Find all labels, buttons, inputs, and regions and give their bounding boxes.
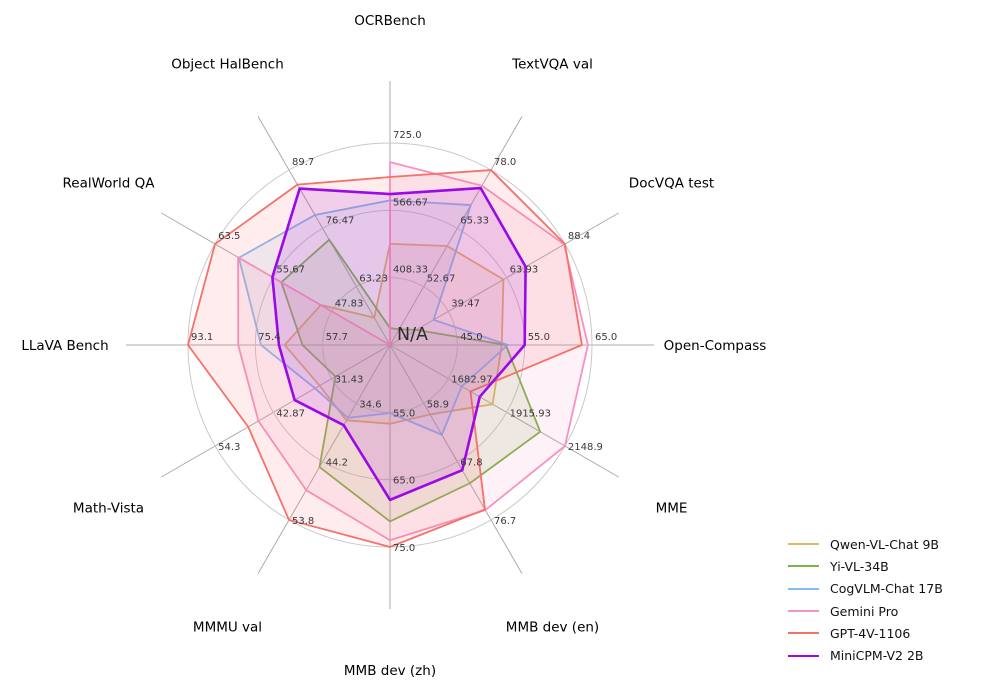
tick-label-mmb-dev-zh-1: 55.0 [393, 408, 415, 419]
tick-label-math-vista-2: 42.87 [276, 408, 305, 419]
axis-label-ocrbench: OCRBench [354, 13, 426, 29]
series-polygon-gpt-4v-1106 [187, 169, 583, 548]
legend-label-minicpm-v2-2b: MiniCPM-V2 2B [830, 648, 924, 664]
axis-label-realworld-qa: RealWorld QA [63, 176, 156, 192]
radar-spoke-math-vista [161, 344, 391, 478]
legend-label-cogvlm-chat-17b: CogVLM-Chat 17B [830, 581, 943, 597]
axis-label-llava-bench: LLaVA Bench [21, 338, 108, 354]
legend-swatch-cogvlm-chat-17b [788, 587, 819, 590]
tick-label-mmb-dev-en-1: 58.9 [427, 399, 449, 410]
legend-label-yi-vl-34b: Yi-VL-34B [830, 558, 889, 574]
tick-label-open-compass-1: 45.0 [460, 332, 482, 343]
legend-swatch-gemini-pro [788, 610, 819, 613]
legend-swatch-yi-vl-34b [788, 565, 819, 568]
axis-label-mme: MME [656, 501, 688, 517]
axis-label-math-vista: Math-Vista [73, 501, 144, 517]
tick-label-mme-1: 1682.97 [451, 375, 492, 386]
radar-spoke-mmb-dev-en [389, 344, 523, 574]
radar-spoke-docvqa-test [389, 212, 619, 346]
legend-item-gpt-4v-1106: GPT-4V-1106 [788, 622, 943, 644]
tick-label-ocrbench-1: 408.33 [393, 265, 428, 276]
tick-label-mmb-dev-en-3: 76.7 [494, 516, 516, 527]
tick-label-mmb-dev-en-2: 67.8 [460, 458, 482, 469]
axis-label-mmmu-val: MMMU val [193, 620, 262, 636]
tick-label-mmb-dev-zh-3: 75.0 [393, 543, 415, 554]
tick-label-math-vista-3: 54.3 [218, 442, 240, 453]
radar-series [187, 161, 589, 548]
tick-label-llava-bench-1: 57.7 [326, 332, 348, 343]
tick-label-realworld-qa-1: 47.83 [335, 298, 364, 309]
legend-swatch-qwen-vl-chat-9b [788, 543, 819, 546]
legend-swatch-minicpm-v2-2b [788, 654, 819, 657]
tick-label-mmmu-val-1: 34.6 [359, 399, 381, 410]
tick-label-object-halbench-1: 63.23 [359, 274, 388, 285]
radar-spoke-object-halbench [257, 116, 391, 346]
legend-item-gemini-pro: Gemini Pro [788, 600, 943, 622]
radar-labels: 408.33 566.67 725.0 52.67 65.33 78.0 39.47 63.9… [21, 13, 766, 679]
tick-label-realworld-qa-3: 63.5 [218, 231, 240, 242]
legend-label-gpt-4v-1106: GPT-4V-1106 [830, 625, 911, 641]
tick-label-mmb-dev-zh-2: 65.0 [393, 476, 415, 487]
axis-label-textvqa-val: TextVQA val [511, 57, 593, 73]
tick-label-llava-bench-2: 75.4 [258, 332, 280, 343]
legend-item-minicpm-v2-2b: MiniCPM-V2 2B [788, 644, 943, 666]
tick-label-ocrbench-2: 566.67 [393, 197, 428, 208]
tick-label-object-halbench-3: 89.7 [292, 157, 314, 168]
tick-label-textvqa-val-1: 52.67 [427, 274, 456, 285]
tick-label-textvqa-val-3: 78.0 [494, 157, 516, 168]
legend-label-gemini-pro: Gemini Pro [830, 603, 899, 619]
legend-label-qwen-vl-chat-9b: Qwen-VL-Chat 9B [830, 536, 939, 552]
legend-item-cogvlm-chat-17b: CogVLM-Chat 17B [788, 578, 943, 600]
tick-label-llava-bench-3: 93.1 [191, 332, 213, 343]
center-na-label: N/A [397, 325, 428, 345]
tick-label-mmmu-val-3: 53.8 [292, 516, 314, 527]
tick-label-textvqa-val-2: 65.33 [460, 215, 489, 226]
radar-spoke-textvqa-val [389, 116, 523, 346]
tick-label-mme-3: 2148.9 [568, 442, 603, 453]
tick-label-math-vista-1: 31.43 [335, 375, 364, 386]
radar-spoke-mmmu-val [257, 344, 391, 574]
tick-label-docvqa-test-2: 63.93 [510, 265, 539, 276]
series-polygon-minicpm-v2-2b [271, 186, 527, 502]
axis-label-open-compass: Open-Compass [664, 338, 767, 354]
chart-legend: Qwen-VL-Chat 9B Yi-VL-34B CogVLM-Chat 17B G… [788, 533, 943, 667]
tick-label-docvqa-test-1: 39.47 [451, 298, 480, 309]
legend-item-yi-vl-34b: Yi-VL-34B [788, 555, 943, 577]
axis-label-mmb-dev-zh: MMB dev (zh) [344, 663, 436, 679]
legend-swatch-gpt-4v-1106 [788, 632, 819, 635]
axis-label-object-halbench: Object HalBench [171, 57, 284, 73]
tick-label-mme-2: 1915.93 [510, 408, 551, 419]
tick-label-docvqa-test-3: 88.4 [568, 231, 590, 242]
tick-label-object-halbench-2: 76.47 [326, 215, 355, 226]
tick-label-open-compass-2: 55.0 [528, 332, 550, 343]
legend-item-qwen-vl-chat-9b: Qwen-VL-Chat 9B [788, 533, 943, 555]
tick-label-realworld-qa-2: 55.67 [276, 265, 305, 276]
axis-label-mmb-dev-en: MMB dev (en) [506, 620, 599, 636]
tick-label-ocrbench-3: 725.0 [393, 130, 422, 141]
tick-label-open-compass-3: 65.0 [595, 332, 617, 343]
axis-label-docvqa-test: DocVQA test [629, 176, 714, 192]
tick-label-mmmu-val-2: 44.2 [326, 458, 348, 469]
radar-spoke-mme [389, 344, 619, 478]
